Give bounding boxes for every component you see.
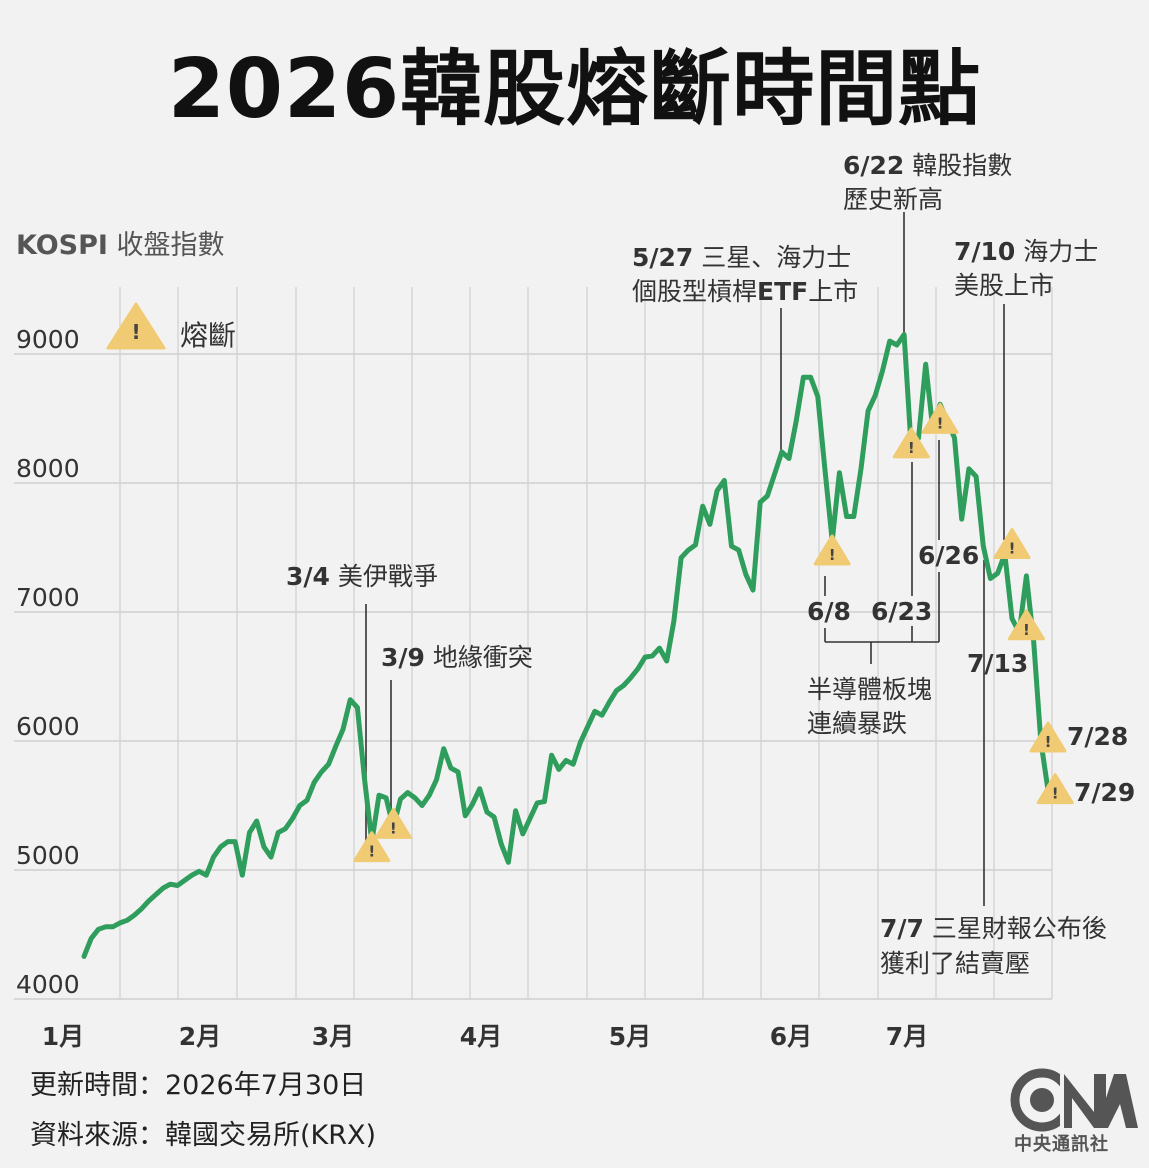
y-tick-label: 9000 (16, 325, 80, 354)
halt-label-6-26: 6/26 (918, 541, 979, 570)
legend-label: 熔斷 (180, 319, 236, 352)
annotation-7-10-line1: 7/10 海力士 (954, 237, 1098, 266)
halt-label-7-29: 7/29 (1074, 778, 1135, 807)
x-axis: 1月 2月 3月 4月 5月 6月 7月 (42, 1022, 928, 1051)
annotation-7-10-line2: 美股上市 (954, 271, 1054, 300)
data-source: 資料來源：韓國交易所(KRX) (30, 1120, 377, 1151)
halt-warning-icon: ! (1029, 721, 1067, 753)
x-tick-label: 4月 (460, 1022, 502, 1051)
halt-warning-icon: ! (892, 427, 930, 459)
halt-label-6-23: 6/23 (871, 597, 932, 626)
halt-warning-icon: ! (353, 831, 391, 863)
chart-title: 2026韓股熔斷時間點 (167, 42, 982, 137)
x-tick-label: 2月 (179, 1022, 221, 1051)
annotation-5-27-line1: 5/27 三星、海力士 (632, 243, 851, 272)
updated-time: 更新時間：2026年7月30日 (30, 1070, 367, 1101)
halt-label-6-8: 6/8 (807, 597, 851, 626)
annotation-6-22-line1: 6/22 韓股指數 (843, 151, 1012, 180)
halt-markers: !!!!!!!!! (353, 402, 1074, 863)
legend-warning-icon: ! (106, 302, 166, 350)
svg-text:!: ! (829, 546, 836, 564)
svg-text:!: ! (1023, 621, 1030, 639)
annotation-5-27-line2: 個股型槓桿ETF上市 (632, 277, 858, 306)
halt-warning-icon: ! (921, 402, 959, 434)
x-tick-label: 7月 (886, 1022, 928, 1051)
halt-warning-icon: ! (374, 807, 412, 839)
annotation-6-22-line2: 歷史新高 (843, 185, 943, 214)
halt-warning-icon: ! (1007, 609, 1045, 641)
annotation-7-7-line2: 獲利了結賣壓 (880, 949, 1030, 978)
svg-text:!: ! (908, 439, 915, 457)
y-axis: 4000 5000 6000 7000 8000 9000 (16, 325, 80, 999)
halt-warning-icon: ! (813, 534, 851, 566)
annotation-3-4: 3/4 美伊戰爭 (286, 562, 438, 591)
svg-text:!: ! (937, 414, 944, 432)
y-tick-label: 8000 (16, 454, 80, 483)
cna-logo-icon (1010, 1068, 1138, 1132)
svg-text:!: ! (1045, 733, 1052, 751)
halt-label-7-13: 7/13 (967, 649, 1028, 678)
halt-warning-icon: ! (993, 528, 1031, 559)
halt-warning-icon: ! (1036, 773, 1074, 805)
svg-text:!: ! (1009, 540, 1016, 558)
x-tick-label: 3月 (312, 1022, 354, 1051)
annotation-semis-line1: 半導體板塊 (807, 675, 932, 704)
legend: ! 熔斷 (106, 302, 236, 352)
svg-text:!: ! (131, 320, 140, 344)
x-tick-label: 6月 (770, 1022, 812, 1051)
annotation-semis-line2: 連續暴跌 (807, 709, 907, 738)
y-tick-label: 5000 (16, 841, 80, 870)
grid (14, 287, 1053, 1000)
logo-text: 中央通訊社 (1014, 1134, 1109, 1155)
svg-text:!: ! (368, 843, 375, 861)
kospi-series-line (81, 332, 1051, 959)
svg-text:!: ! (390, 819, 397, 837)
semis-bracket (824, 440, 940, 664)
y-tick-label: 4000 (16, 970, 80, 999)
x-tick-label: 5月 (609, 1022, 651, 1051)
x-tick-label: 1月 (42, 1022, 84, 1051)
y-axis-title: KOSPI 收盤指數 (16, 230, 225, 261)
y-tick-label: 6000 (16, 712, 80, 741)
svg-text:!: ! (1052, 785, 1059, 803)
annotation-3-9: 3/9 地緣衝突 (381, 643, 533, 672)
halt-label-7-28: 7/28 (1067, 722, 1128, 751)
y-tick-label: 7000 (16, 583, 80, 612)
annotation-7-7-line1: 7/7 三星財報公布後 (880, 914, 1107, 943)
